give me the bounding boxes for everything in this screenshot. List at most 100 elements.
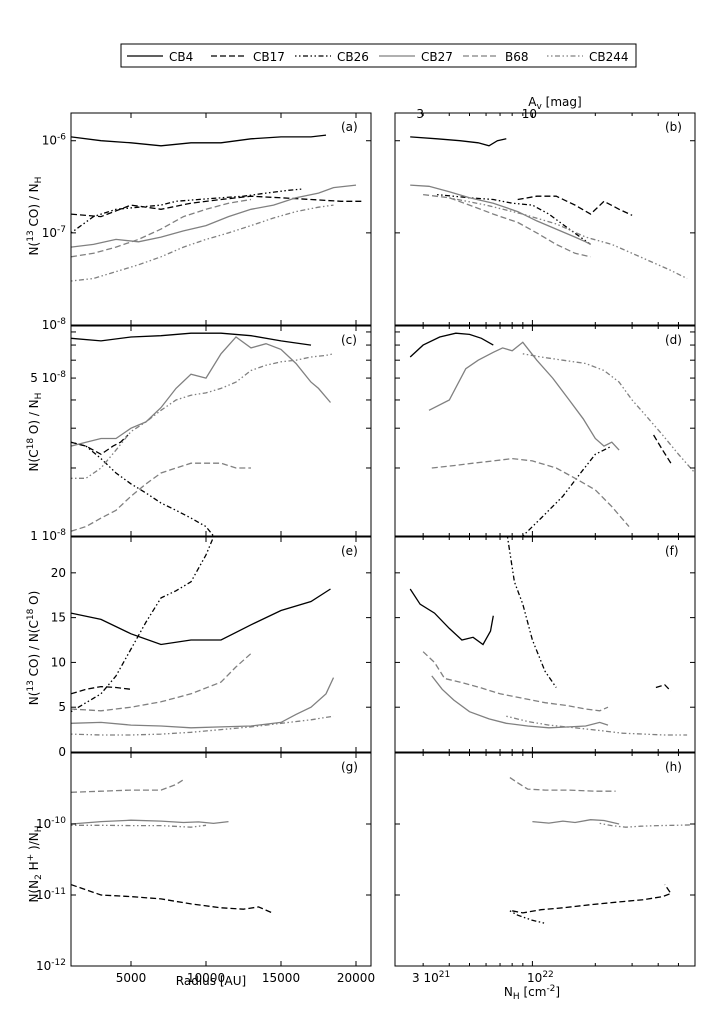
panel-frame-g	[70, 752, 372, 967]
y-tick-label: 20	[51, 566, 66, 580]
panel-letter-h: (h)	[665, 760, 682, 774]
legend-frame	[120, 43, 637, 68]
series-cb4-d	[409, 332, 494, 358]
series-cb244-b	[449, 197, 688, 280]
series-cb244-d	[522, 353, 695, 474]
y-tick-label: 10-6	[42, 133, 67, 148]
y-tick-label: 10	[51, 655, 66, 669]
series-cb17-h	[512, 884, 672, 914]
y-tick-label: 10-8	[42, 317, 67, 332]
panel-a: (a)	[70, 112, 372, 326]
legend-label-b68: B68	[505, 50, 529, 64]
series-cb17-b	[517, 195, 633, 216]
panel-c: (c)	[70, 325, 372, 537]
x-axis-label-radius: Radius [AU]	[176, 974, 246, 988]
panel-b-series	[410, 136, 688, 280]
panel-letter-b: (b)	[665, 120, 682, 134]
panel-frame-b	[394, 112, 696, 326]
series-cb4-f	[409, 588, 494, 646]
series-cb27-g	[71, 819, 229, 825]
panel-c-series	[71, 332, 334, 536]
y-label-13co-c18o: N(13 CO) / N(C18 O)	[26, 591, 41, 706]
panel-frame-d	[394, 325, 696, 537]
panel-frame-h	[394, 752, 696, 967]
series-cb17-g	[71, 883, 274, 914]
legend: CB4 CB17 CB26 CB27 B68 CB244	[120, 43, 637, 68]
y-label-n2h-nh: N(N2 H+ )/NH	[26, 825, 44, 902]
series-cb244-f	[506, 715, 688, 736]
series-cb27-f	[431, 675, 609, 729]
x-tick-label: 5000	[116, 971, 147, 985]
panel-letter-g: (g)	[341, 760, 358, 774]
panel-letter-d: (d)	[665, 333, 682, 347]
y-tick-label: 5 10-8	[30, 370, 66, 385]
x-tick-label-nh: 1022	[527, 970, 554, 985]
series-b68-f	[422, 651, 609, 712]
series-cb27-e	[71, 677, 335, 729]
series-cb244-a	[71, 204, 334, 282]
series-b68-c	[71, 462, 251, 532]
series-cb26-d	[522, 445, 613, 536]
panel-frame-e	[70, 536, 372, 753]
panel-g-series	[71, 779, 274, 914]
panel-a-series	[71, 134, 364, 282]
panel-f-series	[409, 537, 688, 736]
panel-d-series	[409, 332, 695, 536]
legend-label-cb4: CB4	[169, 50, 193, 64]
series-cb244-e	[71, 715, 334, 736]
series-b68-h	[509, 777, 616, 792]
series-cb4-b	[410, 136, 507, 147]
series-cb26-h	[509, 910, 546, 924]
x-axis-label-nh: NH [cm-2]	[504, 984, 560, 1002]
series-cb4-a	[71, 134, 327, 147]
tick-labels: 5000 10000 15000 20000 3 1021 1022 3 10 10-6 10-7…	[30, 107, 553, 985]
y-tick-label: 10-12	[36, 958, 66, 973]
panel-letter-a: (a)	[341, 120, 358, 134]
panel-f: (f)	[394, 536, 696, 753]
legend-label-cb26: CB26	[337, 50, 369, 64]
y-tick-label: 15	[51, 611, 66, 625]
y-tick-label: 10-11	[36, 887, 66, 902]
y-tick-label: 10-7	[42, 225, 66, 240]
series-cb27-h	[532, 819, 620, 825]
x-tick-label-nh: 3 1021	[412, 970, 450, 985]
panel-d: (d)	[394, 325, 696, 537]
panel-frame-a	[70, 112, 372, 326]
series-cb17-a	[71, 195, 364, 218]
series-cb244-c	[71, 353, 334, 479]
series-cb17-f	[655, 684, 672, 692]
panels: (a) (b) (c) (d) (e) (f) (g) (h)	[70, 112, 696, 967]
y-tick-label: 10-10	[36, 816, 66, 831]
series-cb244-h	[599, 822, 692, 828]
x-top-axis-label-av: Av [mag]	[528, 95, 581, 112]
y-tick-label: 1 10-8	[30, 528, 66, 543]
panel-g: (g)	[70, 752, 372, 967]
legend-label-cb244: CB244	[589, 50, 629, 64]
panel-letter-e: (e)	[341, 544, 358, 558]
series-b68-d	[431, 457, 630, 528]
series-b68-e	[71, 653, 252, 712]
series-cb26-e	[71, 537, 215, 713]
series-cb26-c	[71, 441, 215, 536]
x-tick-label: 15000	[262, 971, 300, 985]
series-cb26-b	[437, 193, 591, 245]
series-cb27-b	[410, 184, 591, 245]
x-tick-label: 20000	[337, 971, 375, 985]
series-cb26-f	[506, 537, 557, 688]
series-cb27-d	[428, 341, 620, 451]
series-cb4-c	[71, 332, 312, 346]
x-top-tick-label-av: 10	[522, 107, 537, 121]
panel-b: (b)	[394, 112, 696, 326]
y-tick-label: 0	[58, 745, 66, 759]
panel-letter-c: (c)	[341, 333, 357, 347]
legend-label-cb17: CB17	[253, 50, 285, 64]
series-cb17-d	[653, 434, 672, 464]
panel-h: (h)	[394, 752, 696, 967]
panel-e-series	[71, 537, 335, 736]
series-cb244-g	[71, 824, 207, 828]
series-cb17-e	[71, 685, 132, 695]
y-tick-label: 5	[58, 700, 66, 714]
panel-e: (e)	[70, 536, 372, 753]
panel-letter-f: (f)	[665, 544, 679, 558]
